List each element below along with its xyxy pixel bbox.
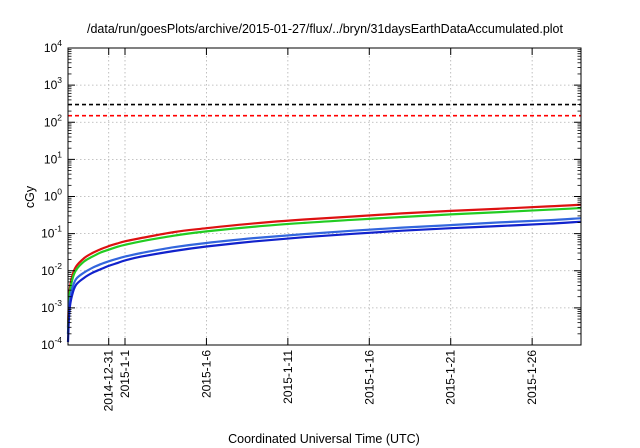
- y-tick-label: 100: [44, 187, 62, 204]
- x-tick-label: 2015-1-6: [199, 350, 213, 398]
- y-tick-label: 10-1: [41, 224, 62, 241]
- y-axis: 10-4 10-3 10-2 10-1 100 101 102 103 104: [41, 38, 581, 352]
- series-line: [66, 206, 582, 334]
- x-tick-label: 2014-12-31: [102, 350, 116, 412]
- x-axis: 2014-12-31 2015-1-1 2015-1-6 2015-1-11 2015-…: [102, 48, 539, 411]
- y-tick-label: 10-4: [41, 335, 62, 352]
- x-tick-label: 2015-1-11: [281, 350, 295, 404]
- y-tick-label: 104: [44, 38, 62, 55]
- chart-title: /data/run/goesPlots/archive/2015-01-27/f…: [87, 22, 563, 36]
- series-line: [66, 217, 582, 334]
- y-tick-label: 102: [44, 112, 62, 129]
- reference-lines: [68, 103, 581, 117]
- x-tick-label: 2015-1-1: [118, 350, 132, 398]
- grid: [68, 48, 581, 345]
- x-tick-label: 2015-1-21: [444, 350, 458, 405]
- x-tick-label: 2015-1-26: [525, 350, 539, 405]
- y-tick-label: 10-2: [41, 261, 62, 278]
- y-axis-label: cGy: [23, 185, 37, 208]
- y-tick-label: 10-3: [41, 298, 62, 315]
- series-group: [66, 203, 582, 343]
- y-tick-label: 101: [44, 149, 62, 166]
- series-line: [66, 203, 582, 328]
- y-tick-label: 103: [44, 75, 62, 92]
- series-line: [66, 220, 582, 343]
- x-tick-label: 2015-1-16: [362, 350, 376, 405]
- x-axis-label: Coordinated Universal Time (UTC): [228, 432, 420, 446]
